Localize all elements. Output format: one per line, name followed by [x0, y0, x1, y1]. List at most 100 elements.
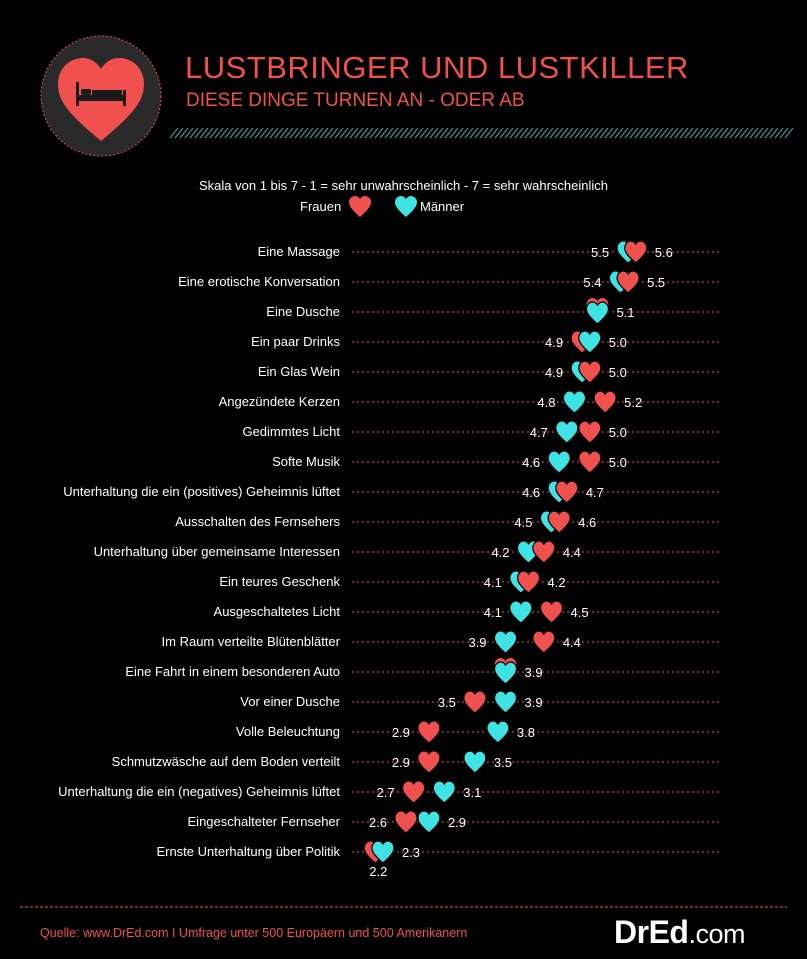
value-label-high: 3.5	[494, 755, 512, 770]
chart-row: Angezündete Kerzen 4.8 5.2	[219, 390, 722, 414]
value-label-high: 5.0	[609, 335, 627, 350]
value-label-high: 5.0	[609, 425, 627, 440]
row-label: Schmutzwäsche auf dem Boden verteilt	[112, 754, 341, 769]
men-heart-mark	[509, 600, 533, 624]
men-heart-mark	[486, 720, 510, 744]
row-label: Ausgeschaltetes Licht	[214, 604, 341, 619]
value-label-low: 4.9	[545, 335, 563, 350]
women-heart-mark	[463, 690, 487, 714]
value-label-low: 4.6	[522, 485, 540, 500]
chart-row: Unterhaltung die ein (negatives) Geheimn…	[58, 780, 722, 804]
women-heart-mark	[532, 540, 556, 564]
chart-row: Vor einer Dusche 3.5 3.9	[240, 690, 722, 714]
row-label: Eine Fahrt in einem besonderen Auto	[125, 664, 340, 679]
men-heart-mark	[432, 780, 456, 804]
row-label: Vor einer Dusche	[240, 694, 340, 709]
value-label-low: 4.7	[530, 425, 548, 440]
women-heart-mark	[555, 480, 579, 504]
value-label-high: 5.6	[655, 245, 673, 260]
chart-row: Eine erotische Konversation 5.4 5.5	[178, 270, 722, 294]
value-label-low: 4.5	[514, 515, 532, 530]
legend-women-label: Frauen	[300, 199, 342, 214]
row-label: Eine Massage	[258, 244, 340, 259]
chart-row: Eine Fahrt in einem besonderen Auto 3.9	[125, 658, 722, 685]
men-heart-mark	[494, 630, 518, 654]
source-note: Quelle: www.DrEd.com I Umfrage unter 500…	[40, 926, 468, 940]
value-label-high: 4.6	[578, 515, 596, 530]
value-label-high: 5.0	[609, 455, 627, 470]
value-label-low: 5.4	[583, 275, 601, 290]
value-label-low: 2.2	[369, 864, 387, 879]
women-heart-mark	[417, 720, 441, 744]
value-label-high: 4.7	[586, 485, 604, 500]
brand-main: DrEd	[614, 914, 689, 950]
value-label: 3.9	[525, 665, 543, 680]
chart-row: Ein teures Geschenk 4.1 4.2	[219, 570, 722, 594]
chart-row: Volle Beleuchtung 2.9 3.8	[236, 720, 722, 744]
women-heart-mark	[516, 570, 541, 594]
men-heart-mark	[578, 330, 602, 354]
chart-row: Ausgeschaltetes Licht 4.1 4.5	[214, 600, 722, 624]
men-heart-mark	[463, 750, 487, 774]
value-label-high: 3.1	[463, 785, 481, 800]
value-label-low: 5.5	[591, 245, 609, 260]
men-heart-mark	[585, 301, 610, 325]
chart-row: Eine Dusche 5.1	[266, 298, 722, 325]
women-heart-mark	[402, 780, 426, 804]
row-label: Im Raum verteilte Blütenblätter	[162, 634, 341, 649]
value-label-high: 4.2	[548, 575, 566, 590]
value-label-low: 4.8	[537, 395, 555, 410]
women-heart-mark	[417, 750, 441, 774]
chart-row: Gedimmtes Licht 4.7 5.0	[242, 420, 722, 444]
value-label-high: 4.4	[563, 545, 581, 560]
value-label-low: 2.9	[392, 755, 410, 770]
hatch-stripe	[169, 127, 794, 139]
legend-men-heart-icon	[395, 196, 417, 217]
men-heart-mark	[555, 420, 579, 444]
row-label: Softe Musik	[272, 454, 340, 469]
chart-row: Unterhaltung über gemeinsame Interessen 4…	[94, 540, 722, 564]
women-heart-mark	[624, 240, 648, 264]
women-heart-mark	[578, 450, 602, 474]
women-heart-mark	[578, 420, 602, 444]
chart-row: Ein Glas Wein 4.9 5.0	[258, 360, 722, 384]
value-label-low: 3.5	[438, 695, 456, 710]
women-heart-mark	[547, 510, 571, 534]
chart-row: Eine Massage 5.5 5.6	[258, 240, 722, 264]
row-label: Ein teures Geschenk	[219, 574, 340, 589]
brand-suffix: .com	[688, 919, 745, 949]
brand-logo: DrEd.com	[614, 914, 745, 951]
chart-row: Im Raum verteilte Blütenblätter 3.9 4.4	[162, 630, 722, 654]
legend-men-label: Männer	[420, 199, 465, 214]
chart-row: Softe Musik 4.6 5.0	[272, 450, 722, 474]
value-label-low: 2.9	[392, 725, 410, 740]
chart-row: Eingeschalteter Fernseher 2.6 2.9	[188, 810, 722, 834]
value-label-low: 4.2	[491, 545, 509, 560]
men-heart-mark	[417, 810, 441, 834]
chart-row: Ausschalten des Fernsehers 4.5 4.6	[175, 510, 722, 534]
row-label: Ernste Unterhaltung über Politik	[156, 844, 340, 859]
row-label: Gedimmtes Licht	[242, 424, 340, 439]
row-label: Eine Dusche	[266, 304, 340, 319]
women-heart-mark	[578, 360, 602, 384]
row-label: Unterhaltung über gemeinsame Interessen	[94, 544, 340, 559]
women-heart-mark	[616, 270, 640, 294]
women-heart-mark	[593, 390, 617, 414]
women-heart-mark	[394, 810, 418, 834]
value-label-low: 4.1	[484, 575, 502, 590]
value-label-high: 5.2	[624, 395, 642, 410]
chart-row: Ernste Unterhaltung über Politik 2.3 2.2	[156, 840, 722, 879]
men-heart-mark	[547, 450, 571, 474]
legend-women-heart-icon	[349, 196, 371, 217]
row-label: Ausschalten des Fernsehers	[175, 514, 340, 529]
value-label-high: 3.9	[525, 695, 543, 710]
value-label-high: 4.5	[571, 605, 589, 620]
row-label: Ein Glas Wein	[258, 364, 340, 379]
value-label-high: 4.4	[563, 635, 581, 650]
row-label: Angezündete Kerzen	[219, 394, 340, 409]
value-label-high: 5.0	[609, 365, 627, 380]
men-heart-mark	[562, 390, 586, 414]
